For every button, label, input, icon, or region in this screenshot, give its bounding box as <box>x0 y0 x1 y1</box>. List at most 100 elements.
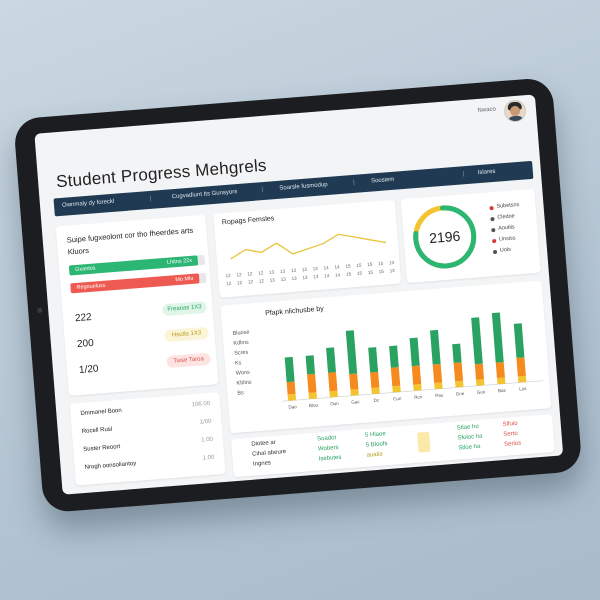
x-tick-label: 12 <box>226 281 232 286</box>
x-tick-label: 12 <box>259 278 265 283</box>
bar-orange <box>411 365 422 385</box>
avatar-body <box>507 115 525 123</box>
x-tick-label: 13 <box>281 277 287 282</box>
list-item-label: Suster Reoort <box>83 444 121 453</box>
x-tick-label: 12 <box>237 280 243 285</box>
x-tick-label: Gac <box>351 399 360 405</box>
stat-badge-red: Twse Taroa <box>166 352 212 369</box>
bar-yellow <box>371 387 380 395</box>
top-bar: Nwaco <box>34 94 536 159</box>
legend-label: Aoutlis <box>498 224 515 232</box>
bar-orange <box>474 363 484 380</box>
camera-icon <box>37 307 43 314</box>
progress-track: Regoueluss Mo Mlu <box>70 272 207 294</box>
progress-bar-label: Regoueluss <box>76 282 106 291</box>
nav-item-schedule[interactable]: Soarsle fusmodup <box>279 181 328 192</box>
summary-col-2: Soadot Wobers Isebutes <box>317 435 342 467</box>
summary-col-5: Slfuio Serto Serlos <box>502 421 521 452</box>
y-axis-label: Kblins <box>236 380 252 387</box>
line-chart: 12 12 12 12 12 12 12 12 13 13 13 13 13 13 13 13 13 13 14 14… <box>225 233 395 286</box>
list-item-value: 1.00 <box>202 454 215 462</box>
summary-cell: aualia <box>366 451 383 459</box>
progress-bar-value: Lhitns 22x <box>166 257 193 266</box>
avatar[interactable] <box>503 99 527 123</box>
bar-green <box>284 356 295 383</box>
bar-yellow <box>287 393 297 401</box>
x-tick-label: 12 <box>248 279 254 284</box>
gauge-card: 2196 Subetsns Cledoe Aoutlis Unsiss Uols <box>400 188 541 284</box>
legend-label: Subetsns <box>496 201 520 210</box>
bar-green <box>471 317 483 365</box>
x-tick-label: 13 <box>291 268 297 273</box>
bar-green <box>368 347 379 373</box>
bar-orange <box>328 372 338 392</box>
x-tick-label: Oun <box>330 401 339 407</box>
summary-cell: Ingnes <box>252 460 272 468</box>
bar-green <box>345 330 358 375</box>
bar-yellow <box>517 375 527 383</box>
x-tick-label: 13 <box>269 269 275 274</box>
x-tick-label: 12 <box>258 270 264 275</box>
nav-item-issues[interactable]: Islares <box>477 168 496 177</box>
bar-green <box>430 329 441 365</box>
stat-badge-green: Freanas 1X3 <box>162 300 207 317</box>
x-tick-label: 14 <box>323 265 329 270</box>
bar-yellow <box>496 377 506 385</box>
legend-dot <box>491 227 496 233</box>
x-tick-label: 15 <box>356 263 362 268</box>
x-tick-label: 15 <box>345 263 351 268</box>
nav-item-sessions[interactable]: Soosiem <box>370 176 395 185</box>
list-item-label: Nrogh oonsoliantoy <box>84 460 137 471</box>
legend-label: Cledoe <box>497 213 515 221</box>
legend-label: Unsiss <box>498 235 516 243</box>
nav-item-courses[interactable]: Cugvadiunt Its Gunsyors <box>171 189 238 201</box>
x-tick-label: Goo <box>477 389 486 395</box>
x-tick-label: Cun <box>393 396 402 402</box>
x-tick-label: 15 <box>368 270 374 275</box>
stat-value: 1/20 <box>78 363 99 377</box>
x-tick-label: 14 <box>334 264 340 269</box>
bar-chart-card: Pfapk nlichusbe by Bluose Kdlms Scres Ks Won… <box>220 280 552 434</box>
bar-yellow <box>455 380 464 388</box>
x-tick-label: 13 <box>313 266 319 271</box>
x-tick-label: 15 <box>346 271 352 276</box>
bar-green <box>326 347 336 373</box>
dashboard-screen: Nwaco Student Progress Mehgrels Ownmaly … <box>34 94 564 495</box>
x-tick-label: 13 <box>389 260 395 265</box>
stat-value: 222 <box>74 311 93 325</box>
x-tick-label: Gne <box>456 391 465 397</box>
bar-yellow <box>329 390 338 398</box>
nav-item-overview[interactable]: Ownmaly dy foreckl <box>61 198 115 209</box>
bar-green <box>452 343 462 363</box>
avatar-face <box>509 105 521 117</box>
summary-col-3: 5 Hlaoe 5 Bloofs aualia <box>365 431 389 463</box>
summary-col-1: Diotee ar Cihal abeure Ingnes <box>251 439 287 472</box>
progress-bar-red: Regoueluss Mo Mlu <box>70 273 200 294</box>
bar-orange <box>432 363 443 384</box>
line-series <box>230 233 387 260</box>
x-tick-label: 15 <box>379 269 385 274</box>
gauge-progress-arc <box>413 205 477 269</box>
summary-cell: Isebutes <box>318 454 342 463</box>
tablet-device: Nwaco Student Progress Mehgrels Ownmaly … <box>13 77 583 514</box>
x-tick-label: Pas <box>435 393 444 399</box>
x-tick-label: 13 <box>291 276 297 281</box>
bar-yellow <box>350 388 359 396</box>
legend-label: Uols <box>499 246 512 254</box>
x-tick-label: 12 <box>247 271 253 276</box>
x-tick-label: 15 <box>378 261 384 266</box>
progress-track: Gxantos Lhitns 22x <box>68 254 206 276</box>
bar-green <box>409 337 420 367</box>
line-chart-card: Ropags Femsles 12 12 12 12 12 12 12 12 13 13 13 13 1… <box>213 199 402 298</box>
student-summary-card: Suipe fugxeolont cor tho fheerdes arts K… <box>55 214 219 396</box>
user-name: Nwaco <box>477 106 497 114</box>
x-tick-label: Rcn <box>414 394 423 400</box>
summary-cell: Stloe ha <box>458 443 481 452</box>
x-tick-label: 13 <box>280 269 286 274</box>
bar-orange <box>349 373 359 390</box>
bar-chart: Bluose Kdlms Scres Ks Wons Kblins Bs Dao Blou Oun… <box>232 312 544 410</box>
stat-badge-yellow: Hsutlo 1X3 <box>164 326 209 343</box>
bar-yellow <box>392 385 401 393</box>
gauge-ring <box>413 205 477 269</box>
